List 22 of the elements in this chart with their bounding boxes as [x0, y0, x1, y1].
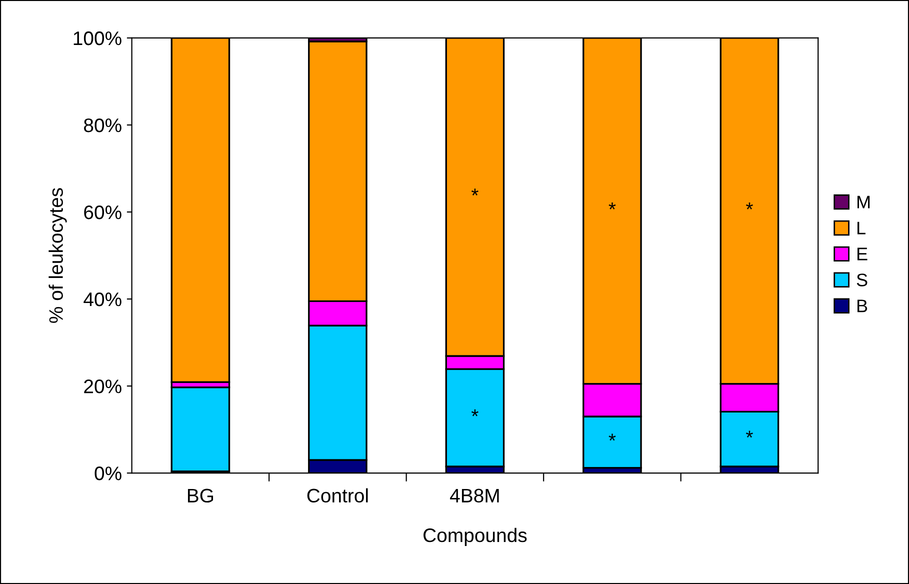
- data-label: *: [608, 202, 616, 210]
- y-tick-label: 100%: [74, 31, 122, 46]
- data-label: *: [746, 202, 753, 210]
- legend-label: S: [856, 274, 868, 286]
- x-tick-label: Control: [307, 488, 368, 503]
- legend-label: E: [858, 248, 868, 260]
- data-label: *: [471, 188, 478, 196]
- legend-label: B: [858, 300, 868, 312]
- y-tick-label: 40%: [84, 292, 122, 306]
- data-label: *: [471, 409, 478, 416]
- x-tick-label: 4B8M: [450, 488, 499, 503]
- legend-label: L: [858, 222, 866, 234]
- x-tick-label: BG: [188, 488, 214, 503]
- x-axis-title: Compounds: [424, 528, 527, 546]
- y-tick-label: 20%: [84, 379, 122, 394]
- y-tick-label: 0%: [94, 466, 122, 480]
- y-tick-label: 80%: [84, 118, 122, 132]
- data-label: *: [608, 434, 616, 441]
- y-tick-label: 60%: [84, 205, 122, 220]
- y-axis-title: % of leukocytes: [48, 188, 67, 323]
- data-label: *: [746, 430, 753, 438]
- legend-label: M: [858, 196, 870, 208]
